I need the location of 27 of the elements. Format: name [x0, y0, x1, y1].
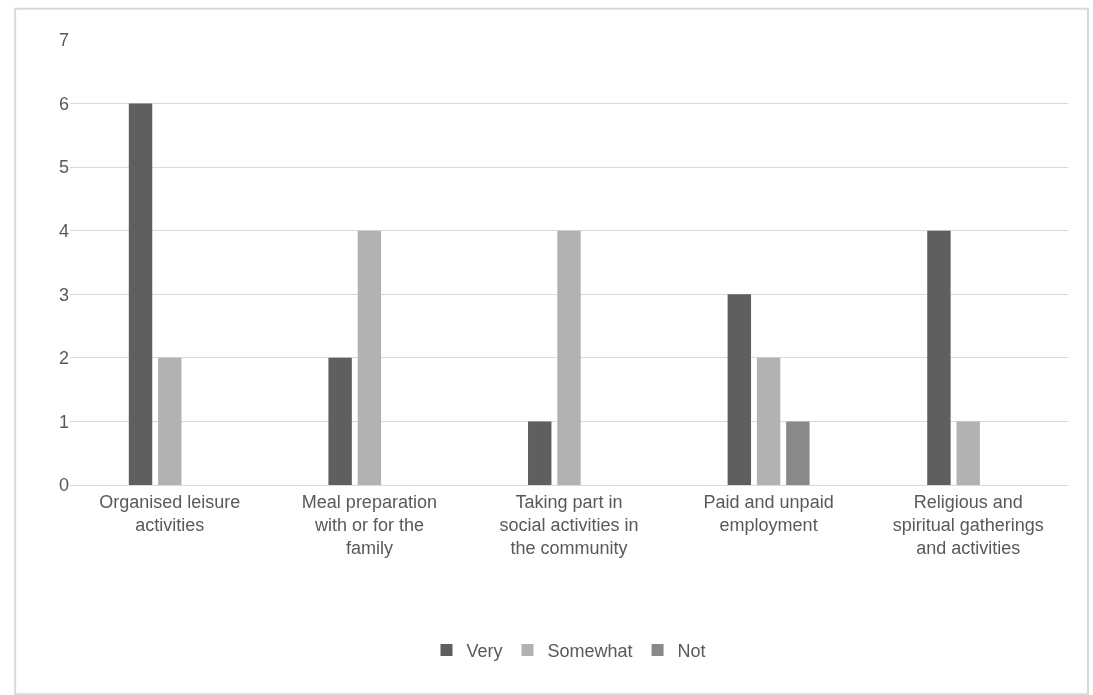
y-tick-label: 3 [58, 284, 69, 305]
y-tick-label: 4 [58, 221, 69, 242]
bar [357, 230, 382, 485]
x-tick-label: Taking part in social activities in the community [499, 491, 639, 559]
y-tick-label: 7 [58, 30, 69, 51]
bar [158, 357, 182, 485]
x-tick-label: Meal preparation with or for the family [301, 491, 437, 559]
bar [927, 230, 951, 485]
legend-label: Not [677, 641, 706, 662]
y-tick-label: 6 [58, 93, 69, 114]
y-tick-label: 2 [58, 348, 69, 369]
x-tick-label: Paid and unpaid employment [703, 491, 834, 535]
legend-label: Somewhat [547, 641, 633, 662]
bar [128, 103, 153, 485]
legend-label: Very [466, 641, 503, 662]
bar [956, 421, 980, 485]
y-tick-label: 1 [58, 411, 69, 432]
y-tick-label: 0 [58, 475, 69, 496]
bar [528, 421, 552, 485]
x-tick-label: Religious and spiritual gatherings and activities [892, 491, 1044, 559]
bar [786, 421, 810, 485]
bar [727, 294, 752, 485]
bar [328, 357, 352, 485]
x-tick-label: Organised leisure activities [99, 491, 241, 535]
y-tick-label: 5 [58, 157, 69, 178]
bar [756, 357, 781, 485]
bar [557, 230, 581, 485]
